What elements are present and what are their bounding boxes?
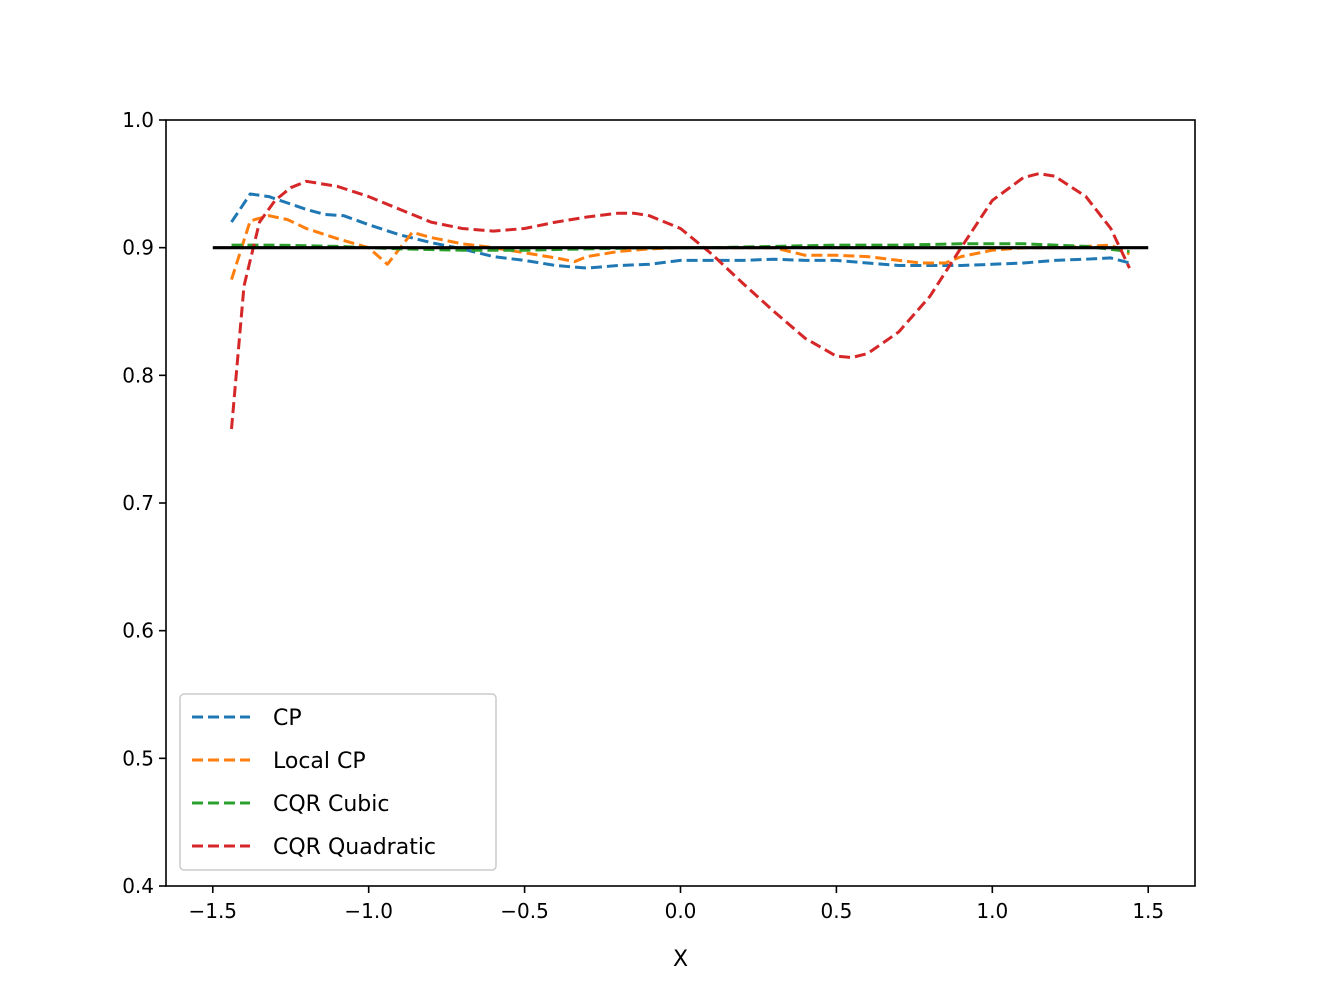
y-tick-label: 0.7: [122, 491, 154, 515]
y-tick-label: 0.5: [122, 746, 154, 770]
legend-items: CP Local CP CQR Cubic CQR Quadratic: [192, 706, 436, 860]
y-tick-label: 0.9: [122, 236, 154, 260]
x-axis-label: X: [673, 947, 688, 972]
y-axis: 0.4 0.5 0.6 0.7 0.8 0.9 1.0: [122, 108, 166, 898]
y-tick-label: 0.8: [122, 363, 154, 387]
legend-box: [179, 693, 497, 871]
series-line-cp: [230, 192, 1130, 270]
x-axis: −1.5 −1.0 −0.5 0.0 0.5 1.0 1.5: [188, 886, 1164, 923]
x-tick-label: −1.0: [344, 899, 393, 923]
x-tick-label: −0.5: [500, 899, 549, 923]
legend-label: CQR Cubic: [273, 792, 389, 817]
y-tick-label: 0.6: [122, 619, 154, 643]
legend: CP Local CP CQR Cubic CQR Quadratic: [179, 693, 497, 871]
x-tick-label: −1.5: [188, 899, 237, 923]
series-line-local-cp: [230, 214, 1131, 281]
x-tick-label: 0.5: [821, 899, 853, 923]
x-tick-label: 1.0: [976, 899, 1008, 923]
legend-label: Local CP: [273, 749, 366, 774]
x-tick-label: 1.5: [1132, 899, 1164, 923]
legend-label: CP: [273, 706, 302, 731]
y-tick-label: 0.4: [122, 874, 154, 898]
series-line-cqr-quadratic: [230, 172, 1131, 430]
legend-label: CQR Quadratic: [273, 835, 436, 860]
y-tick-label: 1.0: [122, 108, 154, 132]
x-tick-label: 0.0: [665, 899, 697, 923]
